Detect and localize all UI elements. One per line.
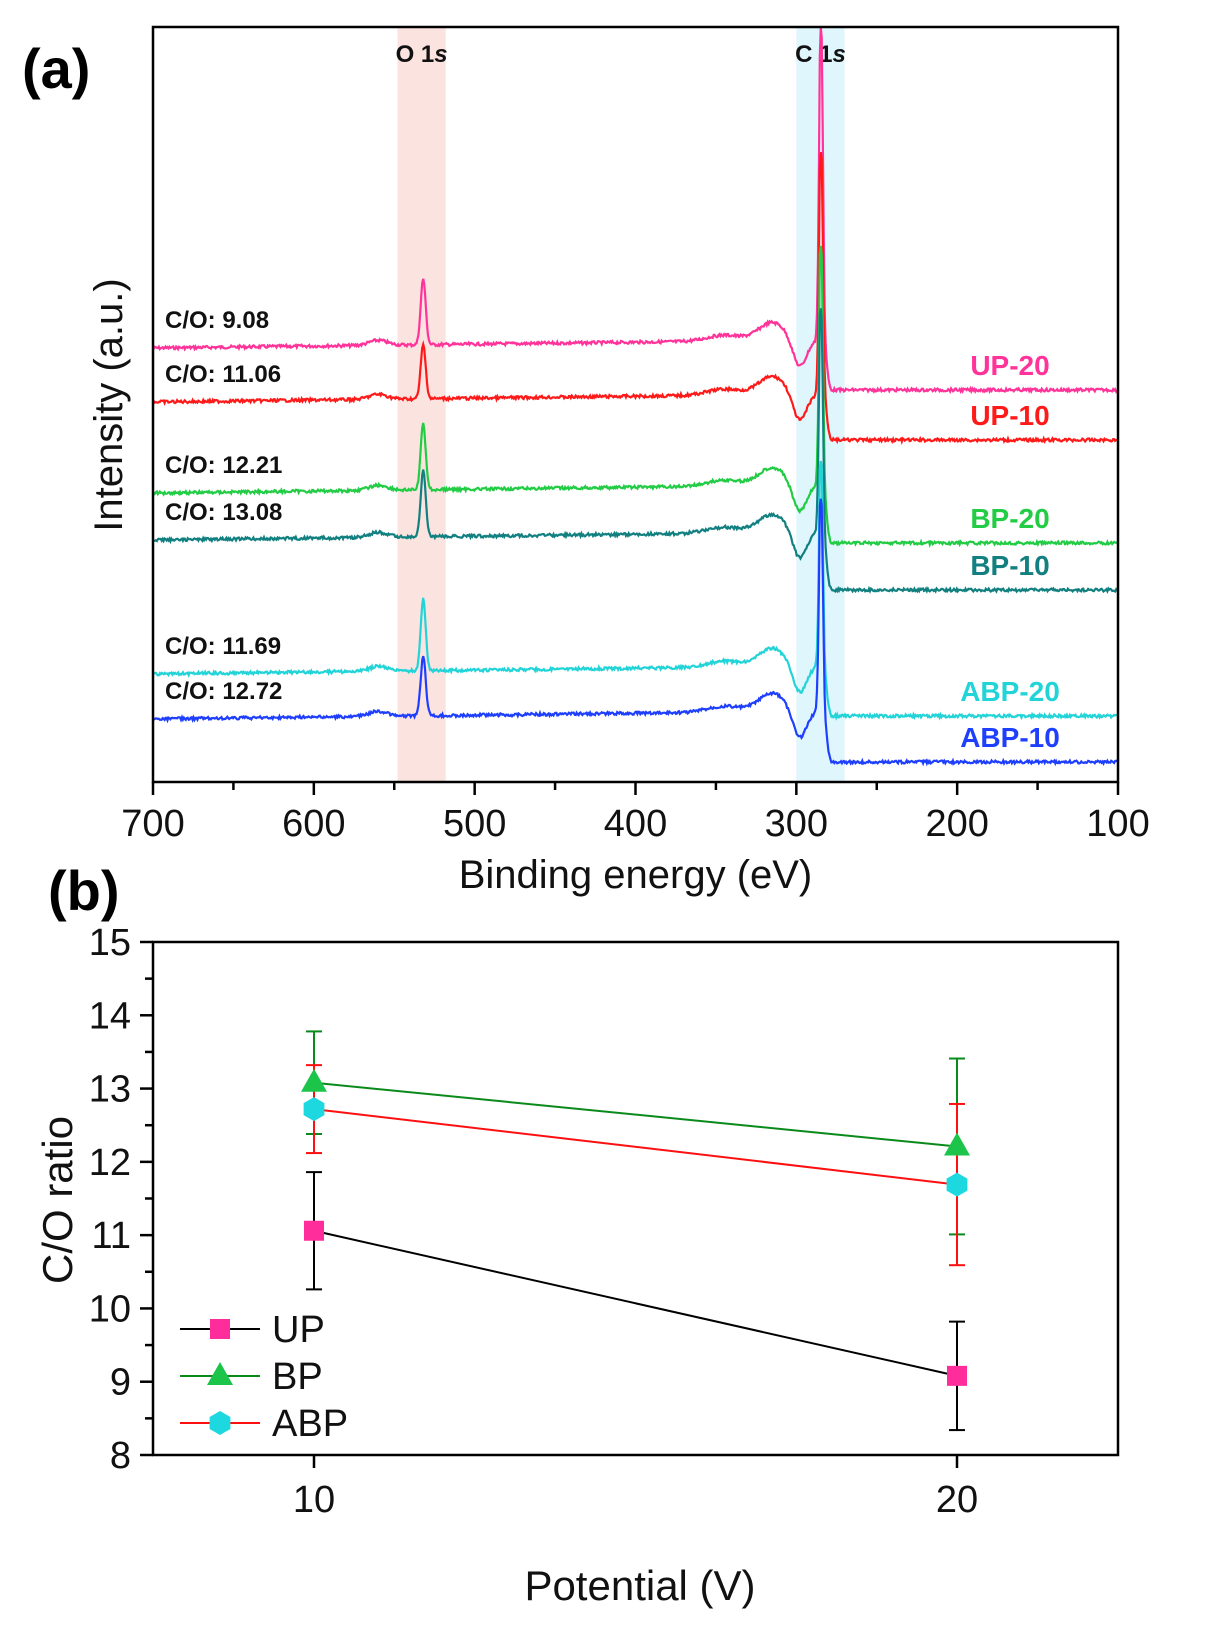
- data-point-abp: [303, 1097, 325, 1122]
- y-tick-label-b: 8: [110, 1435, 131, 1477]
- legend-label-up: UP: [272, 1309, 325, 1351]
- x-tick-label-b: 20: [936, 1479, 978, 1521]
- series-label-bp-10: BP-10: [970, 550, 1049, 581]
- co-ratio-label-bp-20: C/O: 12.21: [165, 452, 282, 479]
- data-point-bp: [301, 1068, 327, 1092]
- x-tick-label-a: 500: [443, 803, 506, 845]
- y-axis-label-a: Intensity (a.u.): [87, 278, 131, 531]
- band-label-c1s: C 1s: [795, 41, 846, 68]
- data-point-bp: [944, 1132, 970, 1156]
- data-point-up: [947, 1365, 967, 1386]
- x-axis-label-a: Binding energy (eV): [459, 853, 813, 897]
- x-tick-label-a: 400: [604, 803, 667, 845]
- series-line-abp: [313, 1108, 958, 1186]
- co-ratio-label-up-10: C/O: 11.06: [165, 361, 281, 388]
- band-label-o1s: O 1s: [396, 41, 448, 68]
- panel-a: (a) O 1s C 1s UP-20 C/O: 9.08 UP-10 C/O: 11.…: [22, 25, 1150, 897]
- spectrum-line-abp-20: [152, 460, 1117, 721]
- co-ratio-label-abp-20: C/O: 11.69: [165, 633, 281, 660]
- spectrum-line-bp-20: [151, 245, 1118, 549]
- x-tick-label-b: 10: [293, 1479, 335, 1521]
- panel-label-a: (a): [22, 37, 90, 100]
- panel-b: (b) 8 9 10 11 12 13 14 15 10 20 UP BP ABP Potentia…: [34, 859, 1120, 1609]
- data-point-up: [304, 1220, 324, 1241]
- x-tick-label-a: 100: [1086, 803, 1149, 845]
- legend-b: UP BP ABP: [180, 1309, 348, 1445]
- co-ratio-label-abp-10: C/O: 12.72: [165, 678, 282, 705]
- y-tick-label-b: 10: [89, 1288, 131, 1330]
- highlight-band-o1s: [397, 28, 446, 781]
- y-tick-label-b: 15: [89, 922, 131, 964]
- legend-label-bp: BP: [272, 1356, 323, 1398]
- spectrum-line-up-10: [152, 152, 1118, 446]
- panel-label-b: (b): [48, 859, 120, 922]
- spectrum-line-bp-10: [152, 308, 1118, 595]
- y-axis-label-b: C/O ratio: [34, 1116, 81, 1284]
- y-tick-label-b: 9: [110, 1362, 131, 1404]
- y-tick-label-b: 13: [89, 1069, 131, 1111]
- legend-label-abp: ABP: [272, 1403, 348, 1445]
- series-label-up-20: UP-20: [970, 350, 1049, 381]
- highlight-band-c1s: [796, 28, 845, 781]
- x-tick-label-a: 200: [925, 803, 988, 845]
- x-axis-label-b: Potential (V): [524, 1562, 755, 1609]
- series-line-bp: [313, 1081, 958, 1148]
- x-tick-label-a: 600: [282, 803, 345, 845]
- x-tick-label-a: 700: [121, 803, 184, 845]
- legend-marker-bp: [207, 1362, 233, 1385]
- series-label-bp-20: BP-20: [970, 503, 1049, 534]
- y-tick-label-b: 14: [89, 995, 131, 1037]
- series-label-up-10: UP-10: [970, 400, 1049, 431]
- co-ratio-label-up-20: C/O: 9.08: [165, 307, 269, 334]
- data-point-abp: [946, 1172, 968, 1197]
- series-label-abp-10: ABP-10: [960, 722, 1060, 753]
- x-tick-label-a: 300: [765, 803, 828, 845]
- y-tick-label-b: 12: [89, 1142, 131, 1184]
- series-line-up: [313, 1229, 958, 1377]
- spectrum-line-abp-10: [152, 498, 1118, 767]
- series-label-abp-20: ABP-20: [960, 676, 1060, 707]
- y-tick-label-b: 11: [92, 1215, 131, 1257]
- spectrum-line-up-20: [152, 27, 1118, 395]
- legend-marker-up: [210, 1319, 230, 1339]
- legend-marker-abp: [209, 1411, 231, 1435]
- co-ratio-label-bp-10: C/O: 13.08: [165, 499, 282, 526]
